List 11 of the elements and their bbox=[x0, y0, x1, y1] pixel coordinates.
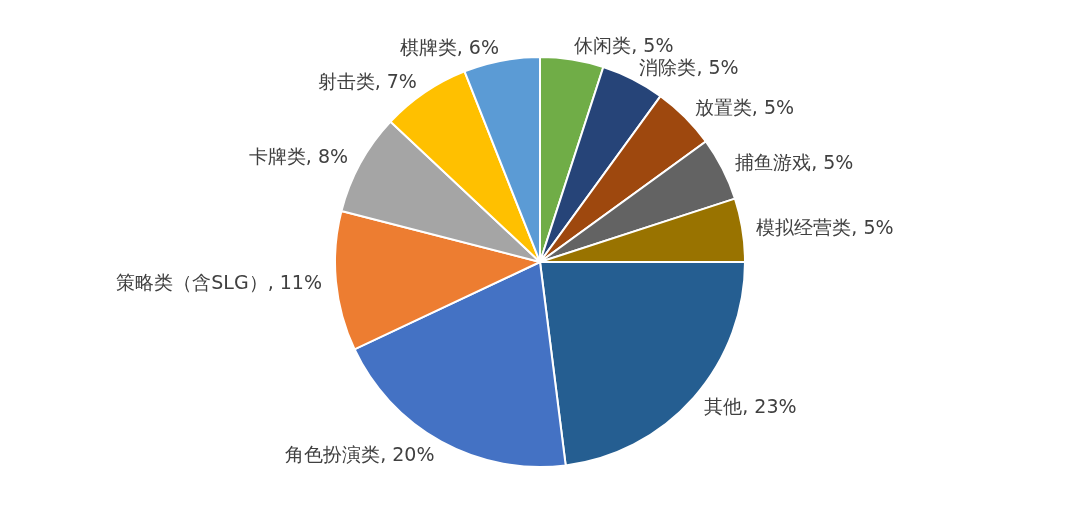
slice-label: 模拟经营类, 5% bbox=[756, 216, 894, 239]
slice-label: 射击类, 7% bbox=[317, 69, 417, 92]
slice-label: 休闲类, 5% bbox=[574, 34, 674, 57]
slice-label: 其他, 23% bbox=[704, 395, 797, 418]
slice-label: 角色扮演类, 20% bbox=[285, 442, 435, 465]
slice-label: 放置类, 5% bbox=[694, 95, 795, 118]
slice-label: 消除类, 5% bbox=[639, 55, 739, 78]
slice-label: 策略类（含SLG）, 11% bbox=[116, 271, 322, 294]
slice-label: 棋牌类, 6% bbox=[399, 35, 499, 58]
slice-label: 卡牌类, 8% bbox=[248, 145, 349, 168]
slice-label: 捕鱼游戏, 5% bbox=[735, 151, 854, 174]
